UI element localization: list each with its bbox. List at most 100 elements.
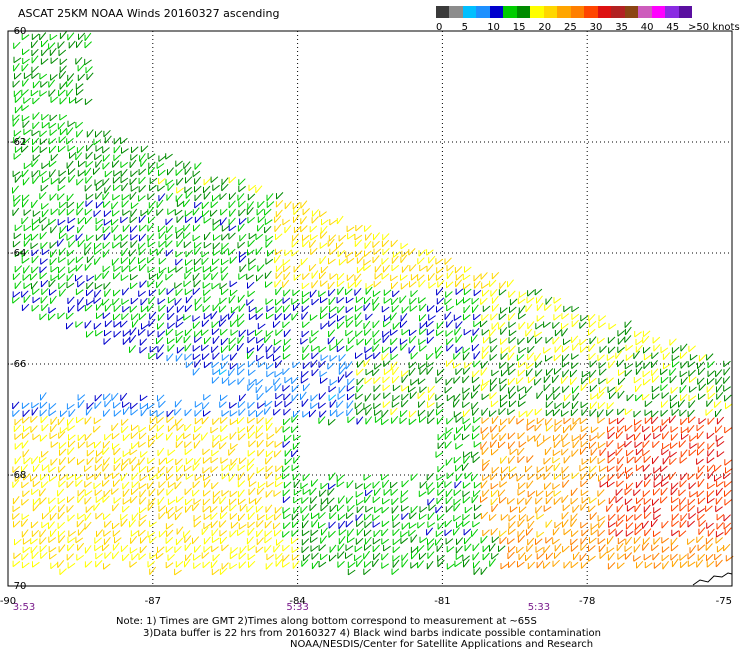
wind-barb [192,272,200,282]
wind-barb [184,535,192,544]
wind-barb [579,417,588,425]
wind-barb [264,520,272,529]
wind-barb [238,561,247,569]
wind-barb [275,305,283,314]
wind-barb [149,520,157,528]
wind-barb [372,558,379,568]
wind-barb [300,505,308,514]
wind-barb [455,273,464,281]
wind-barb [104,330,112,337]
wind-barb [661,475,670,482]
wind-barb [77,513,86,520]
wind-barb [400,490,409,498]
wind-barb [23,457,31,465]
wind-barb [84,98,93,106]
wind-barb [391,297,399,306]
wind-barb [356,416,364,425]
wind-barb [41,223,50,231]
wind-barb [392,521,401,528]
wind-barb [21,249,29,258]
wind-barb [158,530,167,538]
wind-barb [462,392,470,401]
wind-barb [489,513,497,521]
wind-barb [707,482,715,490]
wind-barb [13,198,21,208]
wind-barb [203,394,211,401]
wind-barb [320,553,328,561]
wind-barb [302,234,310,242]
wind-barb [427,521,436,528]
wind-barb [221,233,229,241]
wind-barb [618,377,626,386]
wind-barb [12,479,20,489]
wind-barb [723,367,731,376]
wind-barb [328,386,337,393]
wind-barb [481,393,490,401]
wind-barb [131,553,139,561]
wind-barb [185,259,193,266]
wind-barb [41,303,49,312]
wind-barb [275,233,283,241]
wind-barb [40,295,48,304]
wind-barb [626,433,635,441]
wind-barb [615,529,624,537]
wind-barb [77,239,85,248]
wind-barb [401,250,409,258]
wind-barb [481,313,489,322]
wind-barb [309,289,317,298]
wind-barb [211,272,219,281]
wind-barb [156,352,164,360]
wind-barb [345,520,354,528]
wind-barb [356,384,364,393]
wind-barb [291,240,299,248]
wind-barb [120,392,128,402]
wind-barb [291,449,299,458]
wind-barb [211,361,220,369]
wind-barb [464,362,472,369]
wind-barb [203,242,212,249]
wind-barb [526,455,534,463]
wind-barb [697,513,705,521]
wind-barb [373,376,381,385]
wind-barb [634,455,642,464]
wind-barb [489,328,497,337]
wind-barb [192,170,201,178]
wind-barb [626,505,635,512]
wind-barb [707,497,715,504]
wind-barb [203,490,211,497]
wind-barb [230,521,239,529]
wind-barb [22,538,31,545]
wind-barb [346,495,354,504]
wind-barb [526,527,534,536]
wind-barb [355,296,364,303]
wind-barb [247,217,256,224]
wind-barb [481,329,490,336]
wind-barb [364,250,372,257]
wind-barb [624,326,632,336]
wind-barb [382,384,391,392]
wind-barb [337,321,345,330]
wind-barb [273,345,281,354]
wind-barb [40,415,48,424]
wind-barb [354,287,362,296]
wind-barb [139,545,147,554]
lon-tick-label: -75 [716,596,732,607]
wind-barb [113,304,122,313]
wind-barb [275,271,283,280]
wind-barb [499,280,507,290]
wind-barb [498,489,506,498]
wind-barb [716,416,725,425]
wind-barb [435,530,444,538]
wind-barb [113,479,121,488]
wind-barb [435,345,443,354]
wind-barb [500,563,509,570]
wind-barb [129,448,138,456]
wind-barb [165,328,174,336]
wind-barb [616,519,624,528]
wind-barb [561,375,569,385]
wind-barb [336,338,344,346]
wind-barb [75,97,83,104]
wind-barb [562,545,570,553]
wind-barb [220,435,228,442]
wind-barb [129,519,136,528]
